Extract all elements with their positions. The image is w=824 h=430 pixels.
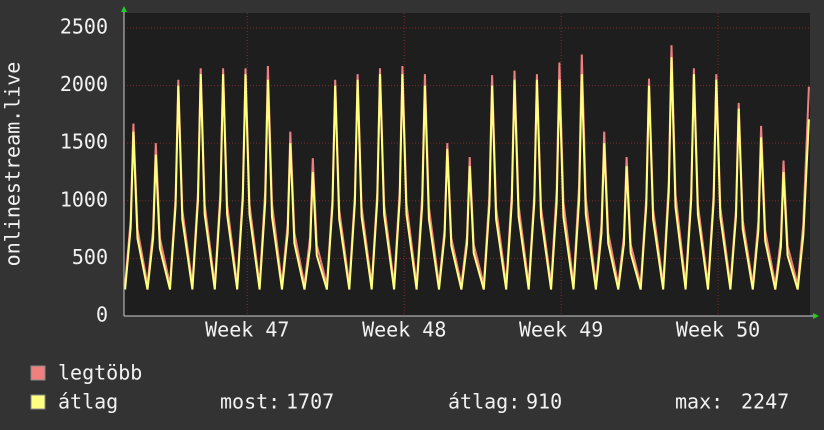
x-tick-label: Week 47 — [205, 318, 289, 342]
y-tick-label: 500 — [72, 245, 108, 269]
x-tick-label: Week 49 — [519, 318, 603, 342]
legend-swatch — [30, 394, 46, 410]
stat-value: 2247 — [741, 390, 789, 414]
y-axis-arrow — [121, 6, 127, 12]
y-tick-label: 1500 — [60, 130, 108, 154]
stat-label: most: — [220, 390, 280, 414]
y-tick-label: 1000 — [60, 187, 108, 211]
legend-label: legtöbb — [58, 361, 142, 385]
y-axis-title: onlinestream.live — [1, 62, 25, 267]
x-tick-label: Week 48 — [362, 318, 446, 342]
stat-label: átlag: — [448, 390, 520, 414]
y-tick-label: 0 — [96, 303, 108, 327]
stat-label: max: — [675, 390, 723, 414]
x-tick-label: Week 50 — [676, 318, 760, 342]
y-tick-label: 2500 — [60, 14, 108, 38]
stat-value: 1707 — [286, 390, 334, 414]
stat-value: 910 — [526, 390, 562, 414]
legend-label: átlag — [58, 390, 118, 414]
series-line — [124, 57, 810, 290]
x-axis-arrow — [813, 313, 819, 319]
y-tick-label: 2000 — [60, 72, 108, 96]
legend-swatch — [30, 365, 46, 381]
